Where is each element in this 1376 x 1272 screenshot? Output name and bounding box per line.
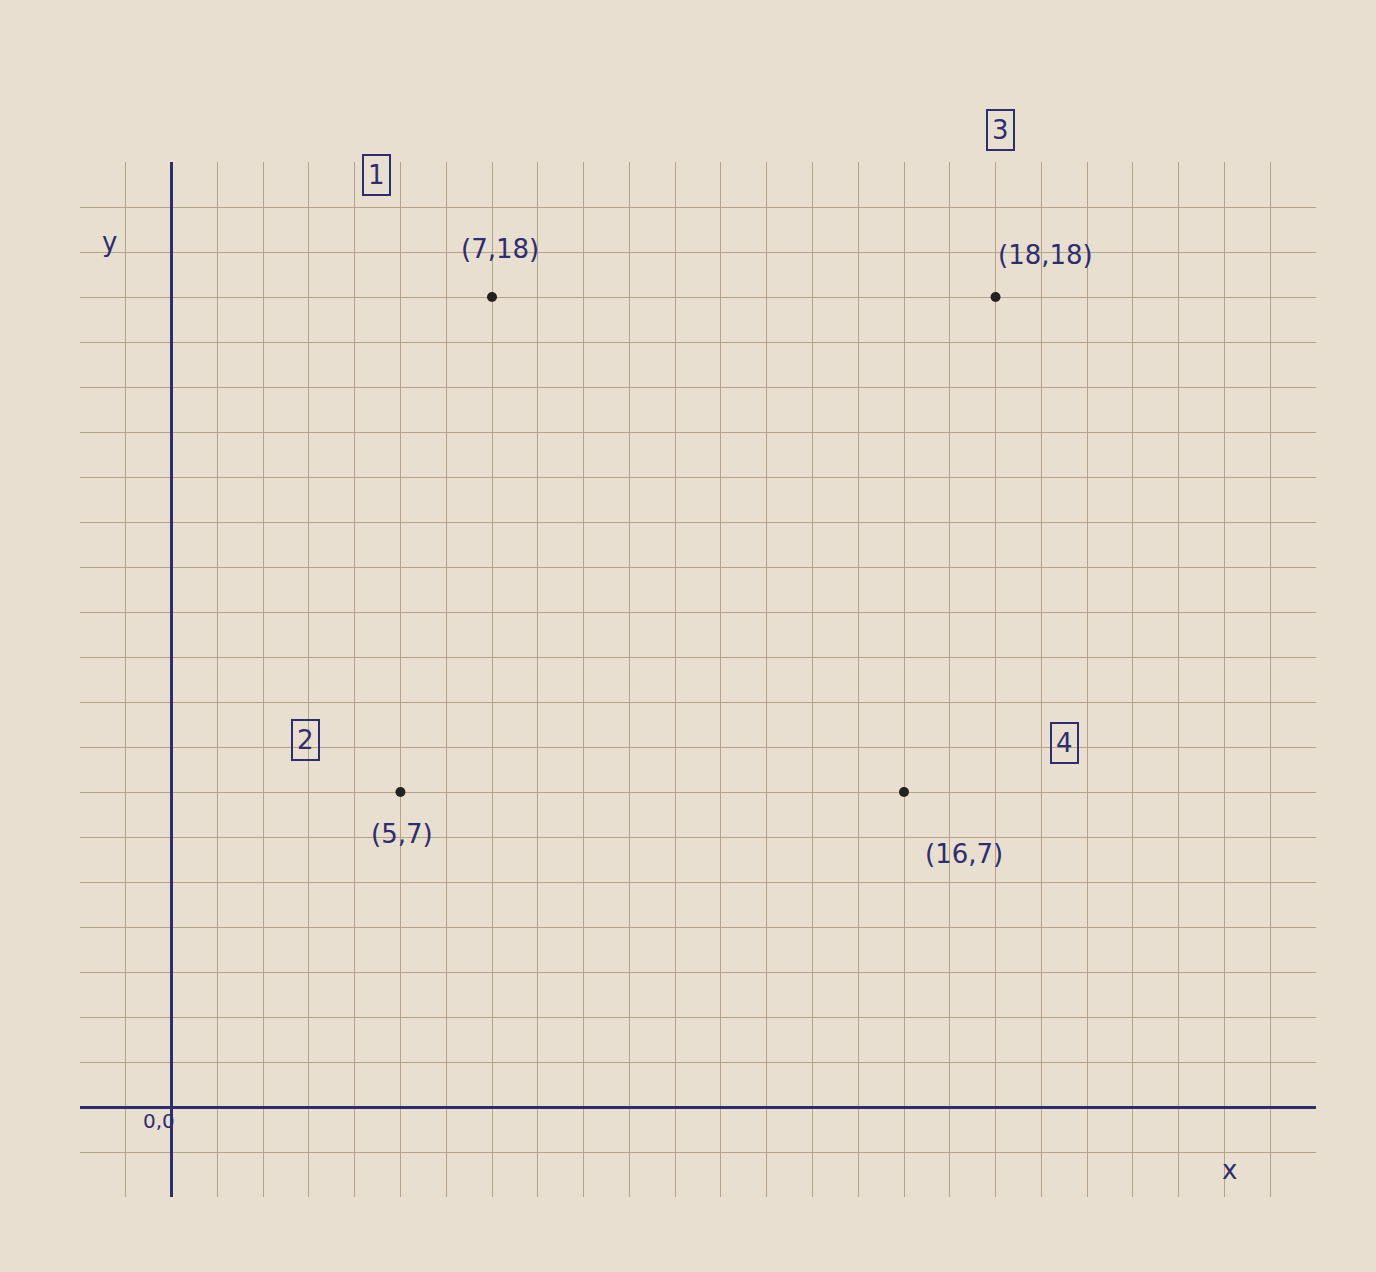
svg-text:0,0: 0,0 — [143, 1109, 175, 1133]
svg-text:(7,18): (7,18) — [461, 234, 539, 264]
svg-text:x: x — [1222, 1155, 1237, 1185]
svg-text:1: 1 — [368, 160, 385, 190]
svg-text:2: 2 — [297, 725, 314, 755]
svg-text:y: y — [102, 227, 117, 257]
svg-text:3: 3 — [992, 115, 1009, 145]
svg-text:(18,18): (18,18) — [998, 240, 1093, 270]
svg-text:(16,7): (16,7) — [925, 839, 1003, 869]
svg-text:(5,7): (5,7) — [371, 819, 433, 849]
svg-text:4: 4 — [1056, 728, 1073, 758]
